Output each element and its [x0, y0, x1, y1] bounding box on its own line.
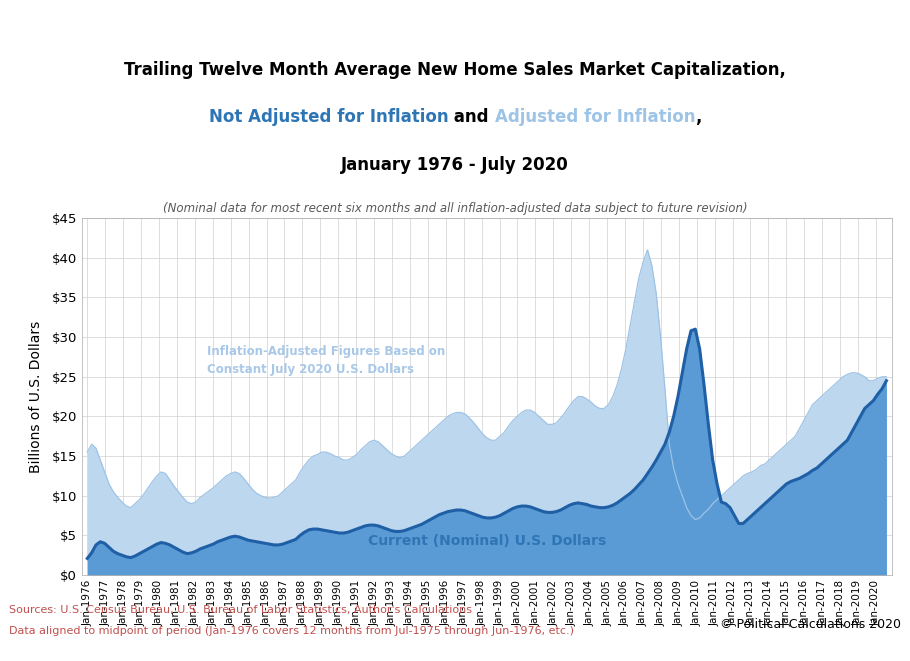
Text: (Nominal data for most recent six months and all inflation-adjusted data subject: (Nominal data for most recent six months… — [163, 202, 747, 215]
Text: Current (Nominal) U.S. Dollars: Current (Nominal) U.S. Dollars — [368, 534, 606, 548]
Text: © Political Calculations 2020: © Political Calculations 2020 — [720, 618, 901, 631]
Text: Trailing Twelve Month Average New Home Sales Market Capitalization,: Trailing Twelve Month Average New Home S… — [124, 61, 786, 79]
Text: Data aligned to midpoint of period (Jan-1976 covers 12 months from Jul-1975 thro: Data aligned to midpoint of period (Jan-… — [9, 626, 574, 636]
Text: Sources: U.S. Census Bureau, U.S. Bureau of Labor Statistics, Author's Calculati: Sources: U.S. Census Bureau, U.S. Bureau… — [9, 605, 472, 615]
Text: Not Adjusted for Inflation: Not Adjusted for Inflation — [208, 108, 449, 126]
Text: Inflation-Adjusted Figures Based on
Constant July 2020 U.S. Dollars: Inflation-Adjusted Figures Based on Cons… — [207, 346, 446, 376]
Text: ,: , — [695, 108, 702, 126]
Y-axis label: Billions of U.S. Dollars: Billions of U.S. Dollars — [29, 321, 43, 473]
Text: and: and — [449, 108, 494, 126]
Text: Adjusted for Inflation: Adjusted for Inflation — [494, 108, 695, 126]
Text: January 1976 - July 2020: January 1976 - July 2020 — [341, 156, 569, 174]
